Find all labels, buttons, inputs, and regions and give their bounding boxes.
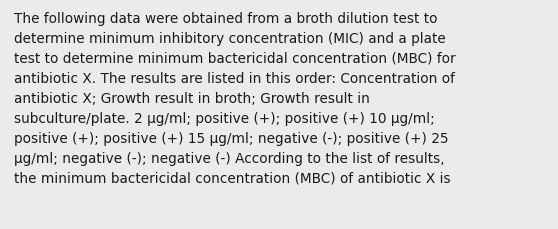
Text: The following data were obtained from a broth dilution test to
determine minimum: The following data were obtained from a … [14, 11, 455, 185]
